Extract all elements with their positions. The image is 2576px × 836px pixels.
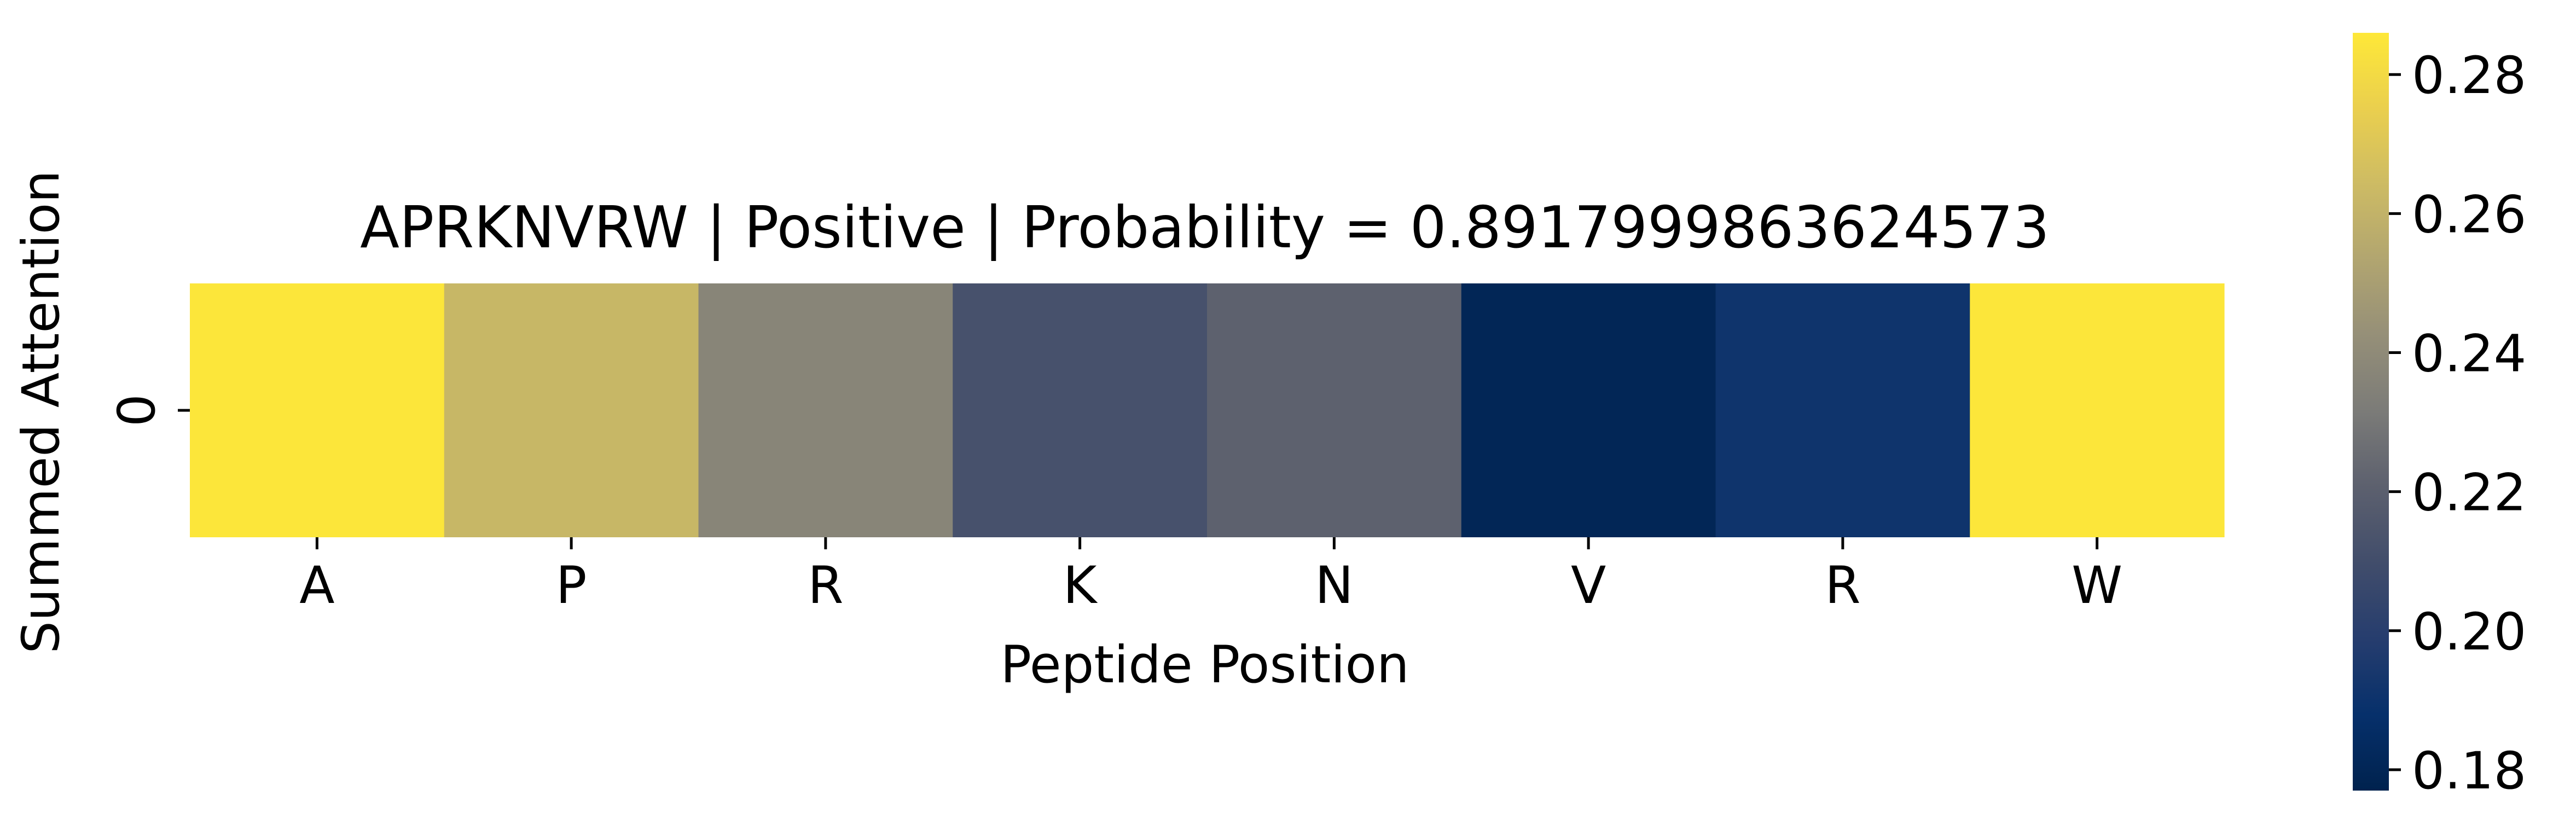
x-tick-label: N: [1315, 556, 1353, 616]
heatmap-cell: [1715, 283, 1970, 537]
colorbar-tick-label: 0.24: [2412, 324, 2526, 384]
x-tick-label: R: [1825, 556, 1860, 616]
x-tick-label: R: [808, 556, 843, 616]
colorbar-tick-label: 0.26: [2412, 185, 2526, 245]
y-axis-label: Summed Attention: [11, 170, 71, 654]
x-tick-label: A: [299, 556, 334, 616]
colorbar-tick-label: 0.28: [2412, 46, 2526, 106]
heatmap-cell: [1207, 283, 1462, 537]
colorbar-tick-label: 0.20: [2412, 602, 2526, 662]
colorbar-tick-label: 0.18: [2412, 741, 2526, 801]
heatmap-cell: [953, 283, 1208, 537]
colorbar: 0.18 0.20 0.22 0.24 0.26 0.28: [2353, 33, 2526, 801]
y-tick-label: 0: [107, 394, 167, 427]
colorbar-ticks: 0.18 0.20 0.22 0.24 0.26 0.28: [2389, 46, 2526, 801]
heatmap-cell: [190, 283, 445, 537]
heatmap-cell: [1970, 283, 2225, 537]
x-tick-label: K: [1063, 556, 1098, 616]
x-tick-label: P: [556, 556, 587, 616]
x-tick-label: W: [2072, 556, 2122, 616]
heatmap-cell: [1461, 283, 1716, 537]
chart-title: APRKNVRW | Positive | Probability = 0.89…: [360, 194, 2050, 262]
heatmap-cell: [444, 283, 699, 537]
heatmap-cell: [698, 283, 953, 537]
colorbar-gradient: [2353, 33, 2389, 791]
x-tick-label: V: [1571, 556, 1606, 616]
y-axis: 0: [107, 394, 190, 427]
heatmap-cells: [190, 283, 2225, 537]
colorbar-tick-label: 0.22: [2412, 463, 2526, 523]
x-axis-label: Peptide Position: [1000, 635, 1409, 695]
